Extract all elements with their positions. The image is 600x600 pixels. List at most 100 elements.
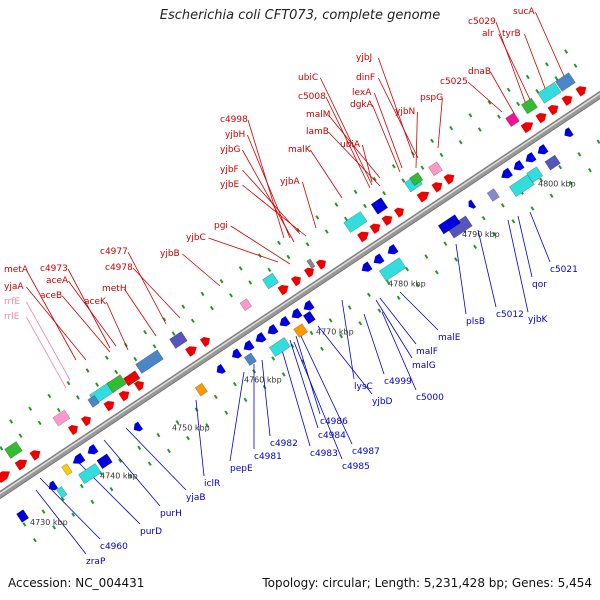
tick-mark — [477, 127, 482, 132]
tick-mark — [224, 410, 229, 415]
tick-mark — [71, 512, 76, 517]
reverse-gene-block — [544, 154, 561, 171]
topology-label: Topology: — [262, 576, 323, 590]
tick-mark — [347, 305, 352, 310]
tick-mark — [66, 380, 71, 386]
tick-mark — [143, 329, 148, 335]
label-leader-line — [299, 333, 353, 445]
label-leader-line — [293, 341, 343, 460]
gene-label-rrfE: rrfE — [4, 297, 20, 307]
reverse-gene-arrow — [564, 127, 574, 138]
label-leader-line — [242, 184, 307, 237]
forward-gene-arrow — [118, 390, 130, 402]
gene-label-yjbC: yjbC — [186, 233, 206, 243]
label-leader-line — [372, 104, 401, 173]
reverse-gene-block — [194, 382, 208, 397]
tick-mark — [468, 113, 473, 118]
forward-gene-arrow — [416, 191, 430, 203]
tick-mark — [454, 257, 458, 262]
label-leader-line — [106, 301, 129, 351]
tick-mark — [271, 356, 276, 361]
tick-mark — [209, 305, 214, 311]
forward-gene-arrow — [443, 174, 455, 185]
reverse-gene-block — [293, 323, 308, 338]
reverse-gene-block — [78, 463, 102, 485]
tick-mark — [377, 308, 382, 313]
accession-label: Accession: — [8, 576, 76, 590]
gene-label-c5025: c5025 — [440, 77, 468, 87]
label-leader-line — [310, 149, 343, 199]
reverse-gene-arrow — [303, 300, 315, 311]
forward-gene-block — [537, 81, 562, 104]
ruler-label: 4800 kbp — [538, 179, 576, 188]
gene-label-c4981: c4981 — [254, 452, 282, 462]
reverse-gene-block — [486, 188, 500, 202]
reverse-gene-arrow — [361, 261, 373, 272]
forward-gene-arrow — [520, 122, 534, 134]
reverse-gene-block — [378, 257, 407, 282]
gene-label-lexA: lexA — [352, 88, 372, 98]
tick-mark — [324, 229, 329, 234]
label-leader-line — [103, 439, 161, 507]
tick-mark — [104, 355, 109, 360]
label-leader-line — [229, 371, 245, 462]
gene-label-pgi: pgi — [214, 221, 228, 231]
label-leader-line — [535, 11, 569, 86]
tick-mark — [424, 254, 429, 259]
tick-mark — [147, 461, 152, 466]
tick-mark — [363, 203, 367, 209]
tick-mark — [549, 193, 554, 198]
gene-label-yjaB: yjaB — [186, 493, 206, 503]
label-leader-line — [529, 211, 551, 263]
reverse-gene-arrow — [387, 244, 399, 255]
tick-mark — [238, 266, 243, 271]
reverse-gene-block — [302, 310, 316, 325]
tick-mark — [386, 279, 390, 285]
length-label: ; Length: — [366, 576, 424, 590]
label-leader-line — [261, 359, 271, 437]
label-leader-line — [230, 225, 291, 265]
tick-mark — [596, 139, 600, 144]
gene-label-c4998: c4998 — [220, 115, 248, 125]
gene-label-c5029: c5029 — [468, 17, 496, 27]
forward-gene-arrow — [357, 231, 369, 243]
reverse-gene-block — [526, 166, 543, 183]
label-leader-line — [437, 97, 443, 149]
forward-gene-block — [262, 272, 279, 290]
tick-mark — [568, 180, 573, 186]
tick-mark — [28, 406, 33, 411]
gene-label-lysC: lysC — [354, 382, 373, 392]
forward-gene-block — [555, 72, 576, 92]
tick-mark — [315, 215, 320, 220]
tick-mark — [286, 254, 291, 260]
gene-label-c4977: c4977 — [100, 247, 128, 257]
tick-mark — [366, 292, 371, 298]
tick-mark — [420, 165, 425, 170]
label-leader-line — [281, 349, 311, 447]
gene-label-c4983: c4983 — [310, 449, 338, 459]
ruler-label: 4730 kbp — [30, 518, 68, 527]
ruler-label: 4760 kbp — [244, 375, 282, 384]
label-leader-line — [415, 111, 418, 169]
tick-mark — [539, 177, 544, 183]
tick-mark — [229, 293, 233, 298]
forward-gene-block — [135, 349, 164, 374]
gene-label-c4973: c4973 — [40, 264, 68, 274]
forward-gene-arrow — [393, 207, 404, 218]
forward-gene-arrow — [199, 336, 210, 347]
gene-label-pspG: pspG — [420, 93, 443, 103]
backbone-layer — [0, 90, 600, 500]
gene-label-malE: malE — [438, 333, 461, 343]
reverse-gene-block — [243, 352, 257, 367]
tick-mark — [213, 394, 218, 400]
label-leader-line — [495, 21, 529, 111]
reverse-gene-arrow — [133, 421, 143, 432]
label-leader-line — [524, 33, 549, 97]
forward-gene-arrow — [80, 416, 91, 427]
gene-label-yjbF: yjbF — [220, 165, 239, 175]
tick-mark — [320, 346, 324, 352]
genes-label: ; Genes: — [504, 576, 558, 590]
label-leader-line — [490, 71, 516, 116]
gene-label-rrlE: rrlE — [4, 312, 20, 322]
topology-value: circular — [322, 576, 367, 590]
